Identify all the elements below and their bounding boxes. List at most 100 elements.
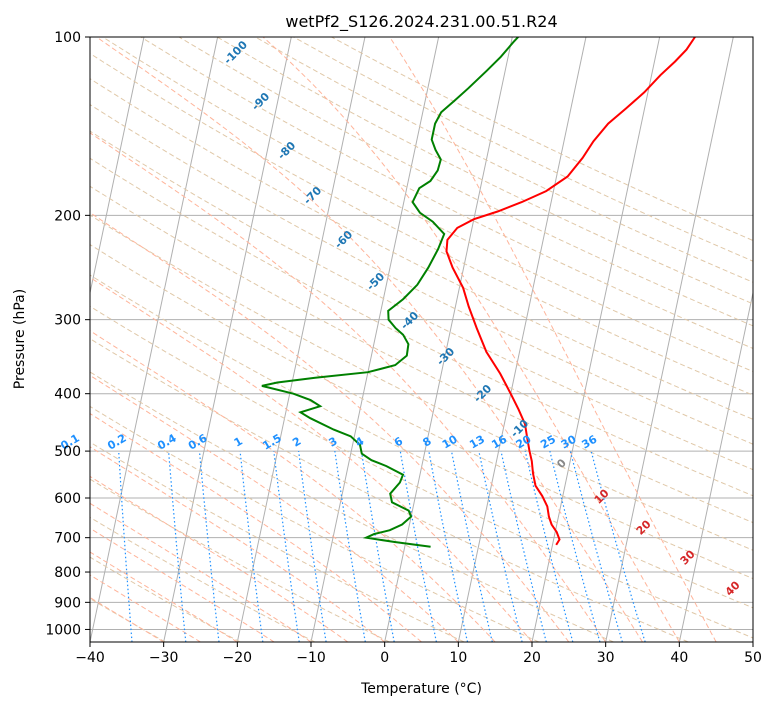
dry-adiabat-line: [90, 52, 753, 396]
mixing-ratio-label: 0.6: [186, 431, 210, 452]
mixing-ratio-label: 10: [440, 432, 460, 451]
saturated-adiabat-line: [90, 374, 459, 642]
saturated-adiabat-line: [90, 330, 496, 642]
profile-lines: [261, 37, 696, 548]
x-axis-label: Temperature (°C): [360, 681, 482, 697]
isotherm-line: [384, 37, 513, 642]
x-tick-label: 0: [380, 650, 389, 666]
mixing-ratio-label: 8: [420, 435, 433, 450]
dry-adiabat-line: [90, 157, 753, 497]
mixing-ratio-line: [273, 451, 300, 642]
dry-adiabat-line: [178, 37, 753, 327]
adiabat-labels: -100-90-80-70-60-50-40-30-20-10010203040…: [58, 38, 743, 599]
mixing-ratio-line: [168, 451, 187, 642]
x-tick-label: 50: [744, 650, 762, 666]
y-tick-label: 100: [54, 30, 81, 46]
isotherm-line: [605, 37, 734, 642]
mixing-ratio-label: 4: [353, 434, 366, 449]
chart-title: wetPf2_S126.2024.231.00.51.R24: [285, 12, 557, 32]
moist-adiabat-label: 10: [592, 486, 612, 506]
isotherm-line: [752, 639, 753, 642]
mixing-ratio-line: [239, 451, 264, 642]
mixing-ratio-label: 0.2: [105, 432, 128, 453]
dry-adiabat-line: [293, 37, 753, 262]
dry-adiabat-label: -30: [434, 345, 457, 368]
isotherm-line: [163, 37, 292, 642]
mixing-ratio-line: [524, 450, 574, 642]
saturated-adiabat-line: [90, 527, 275, 642]
mixing-ratio-line: [549, 450, 601, 642]
dry-adiabat-line: [90, 104, 753, 445]
x-tick-label: 30: [597, 650, 615, 666]
isotherm-line: [531, 37, 661, 642]
mixing-ratio-line: [569, 450, 623, 642]
isotherm-line: [310, 37, 440, 642]
saturated-adiabat-line: [90, 412, 422, 642]
saturated-adiabat-line: [90, 551, 238, 642]
mixing-ratio-line: [478, 450, 523, 642]
mixing-ratio-label: 6: [392, 434, 405, 449]
dry-adiabat-label: -70: [301, 184, 324, 207]
dry-adiabat-label: -20: [471, 382, 494, 405]
mixing-ratio-line: [500, 450, 547, 642]
isotherm-line: [236, 37, 366, 642]
y-tick-label: 600: [54, 491, 81, 507]
dry-adiabat-line: [90, 338, 689, 642]
x-tick-label: −40: [75, 650, 105, 666]
moist-adiabat-label: 0: [554, 456, 569, 471]
isotherm-line: [0, 37, 70, 642]
dry-adiabat-line: [102, 37, 753, 373]
y-tick-label: 400: [54, 387, 81, 403]
dry-adiabat-line: [90, 214, 753, 551]
dry-adiabat-line: [90, 516, 315, 642]
x-tick-label: −20: [223, 650, 253, 666]
saturated-adiabat-line: [90, 475, 349, 642]
mixing-ratio-label: 1.5: [260, 432, 283, 453]
mixing-ratio-line: [360, 451, 395, 642]
dry-adiabat-line: [90, 185, 753, 524]
isotherm-line: [90, 37, 145, 296]
mixing-ratio-line: [399, 451, 437, 642]
x-tick-label: −10: [296, 650, 326, 666]
mixing-ratio-line: [298, 451, 327, 642]
dry-adiabat-line: [90, 130, 753, 471]
saturated-adiabat-line: [90, 446, 385, 642]
mixing-ratio-line: [590, 450, 646, 642]
dry-adiabat-line: [90, 441, 465, 642]
saturated-adiabat-line: [96, 37, 643, 642]
temperature-profile-line: [445, 37, 696, 546]
y-tick-label: 1000: [45, 622, 81, 638]
mixing-ratio-line: [334, 451, 366, 642]
y-tick-label: 500: [54, 444, 81, 460]
y-tick-label: 700: [54, 531, 81, 547]
dewpoint-profile-line: [261, 37, 519, 548]
isotherm-line: [90, 37, 219, 642]
saturated-adiabat-line: [90, 574, 201, 642]
dry-adiabat-line: [90, 274, 753, 609]
mixing-ratio-line: [428, 450, 469, 642]
saturated-adiabat-line: [90, 212, 570, 642]
dry-adiabat-label: -90: [249, 90, 272, 113]
x-tick-label: −30: [149, 650, 179, 666]
dry-adiabat-line: [90, 244, 753, 580]
mixing-ratio-line: [118, 451, 133, 642]
axis-ticks: −40 −30 −20 −10 0 10 20 30 40 5010020030040050060…: [45, 30, 762, 666]
dry-adiabat-line: [90, 405, 540, 642]
moist-adiabat-label: 40: [723, 578, 743, 598]
mixing-ratio-label: 13: [467, 433, 487, 452]
mixing-ratio-label: 16: [489, 432, 509, 451]
isotherm-line: [678, 290, 753, 642]
dry-adiabat-line: [90, 78, 753, 420]
dry-adiabat-label: -40: [398, 309, 421, 332]
moist-adiabat-label: 20: [634, 517, 654, 537]
x-tick-label: 20: [523, 650, 541, 666]
mixing-ratio-label: 0.4: [155, 431, 179, 452]
y-tick-label: 300: [54, 313, 81, 329]
saturated-adiabat-line: [90, 276, 533, 642]
y-tick-label: 200: [54, 208, 81, 224]
saturated-adiabat-line: [90, 502, 312, 642]
dry-adiabat-line: [90, 305, 753, 639]
isotherm-line: [457, 37, 587, 642]
saturated-adiabat-line: [262, 37, 680, 642]
